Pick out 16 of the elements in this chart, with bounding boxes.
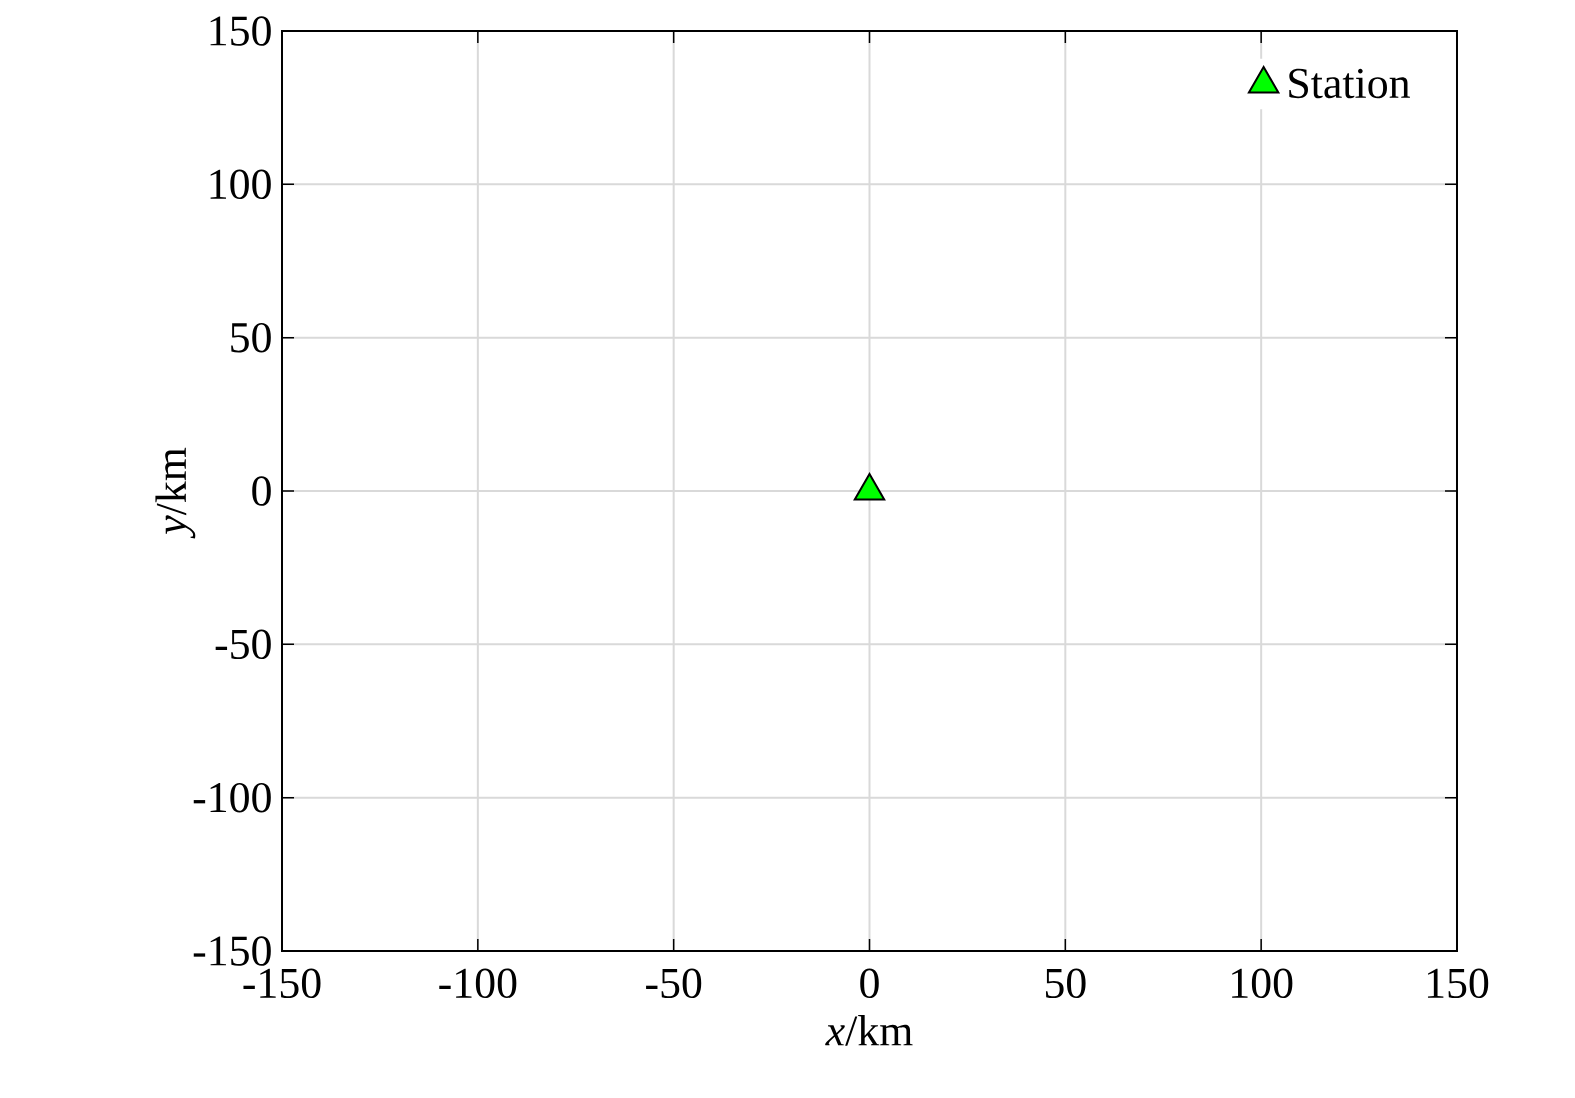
y-tick-label: 0 <box>252 476 271 506</box>
x-tick-label: -50 <box>646 968 702 999</box>
y-tick-label: -100 <box>193 782 271 813</box>
x-axis-title: x/km <box>825 1014 913 1046</box>
x-tick-label: 0 <box>860 968 879 999</box>
y-tick-label: 100 <box>210 169 271 200</box>
x-tick-label: 100 <box>1232 968 1293 999</box>
y-axis-title: y/km <box>155 447 196 539</box>
x-tick-label: 150 <box>1427 968 1489 999</box>
y-tick-label: 50 <box>231 322 271 353</box>
y-tick-label: -150 <box>193 936 271 966</box>
legend-label: Station <box>1289 68 1410 99</box>
x-tick-label: -100 <box>439 968 517 999</box>
x-tick-label: 50 <box>1045 968 1086 999</box>
y-tick-label: -50 <box>215 629 271 660</box>
y-tick-label: 150 <box>210 16 271 46</box>
